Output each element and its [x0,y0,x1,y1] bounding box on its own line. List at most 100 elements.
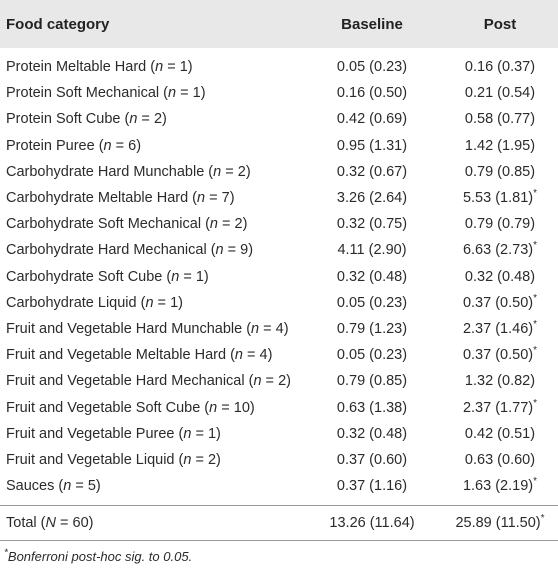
table-row: Fruit and Vegetable Soft Cube (n = 10) 0.… [0,394,558,420]
table-row: Fruit and Vegetable Meltable Hard (n = 4… [0,342,558,368]
post-cell: 1.63 (2.19)* [442,473,558,506]
table-row: Fruit and Vegetable Hard Mechanical (n =… [0,368,558,394]
food-category-name: Carbohydrate Meltable Hard [6,190,189,207]
food-category-cell: Carbohydrate Liquid (n = 1) [6,294,183,311]
post-value: 0.32 (0.48) [464,268,536,285]
n-value: 9 [240,242,249,259]
table-row: Carbohydrate Liquid (n = 1) 0.05 (0.23) 0.… [0,290,558,316]
n-symbol: n [215,242,224,259]
n-symbol: n [183,425,192,442]
n-value: 1 [179,59,188,76]
total-post-cell: 25.89 (11.50)* [442,505,558,541]
n-value: 5 [87,478,96,495]
total-row: Total (N = 60) 13.26 (11.64) 25.89 (11.5… [0,505,558,541]
food-category-name: Protein Puree [6,137,95,154]
n-value: 7 [221,190,230,207]
food-category-name: Fruit and Vegetable Liquid [6,451,175,468]
post-value: 0.58 (0.77) [464,111,536,128]
post-value: 0.16 (0.37) [464,59,536,76]
baseline-value: 0.05 (0.23) [336,59,408,76]
food-category-cell: Protein Meltable Hard (n = 1) [6,59,193,76]
food-category-name: Protein Soft Cube [6,111,121,128]
post-value: 2.37 (1.77) [462,399,534,416]
header-row: Food category Baseline Post [0,0,558,48]
post-value: 0.37 (0.50) [462,294,534,311]
post-value: 0.42 (0.51) [464,425,536,442]
post-cell: 0.32 (0.48) [442,264,558,290]
food-category-name: Carbohydrate Hard Munchable [6,163,205,180]
baseline-value: 0.95 (1.31) [336,137,408,154]
baseline-value: 0.37 (1.16) [336,478,408,495]
total-n-symbol: N [45,515,56,532]
food-category-cell: Carbohydrate Hard Mechanical (n = 9) [6,242,254,259]
baseline-value: 0.32 (0.75) [336,216,408,233]
post-cell: 0.58 (0.77) [442,106,558,132]
sig-mark: * [533,292,538,304]
post-cell: 0.37 (0.50)* [442,290,558,316]
n-symbol: n [251,320,260,337]
n-symbol: n [129,111,138,128]
n-value: 1 [207,425,217,442]
table-row: Protein Meltable Hard (n = 1) 0.05 (0.23)… [0,48,558,80]
baseline-value: 0.32 (0.67) [336,163,408,180]
total-label-cell: Total (N = 60) [0,505,302,541]
food-category-cell: Fruit and Vegetable Soft Cube (n = 10) [6,399,255,416]
food-category-cell: Fruit and Vegetable Meltable Hard (n = 4… [6,347,273,364]
food-category-name: Carbohydrate Liquid [6,294,137,311]
n-symbol: n [155,59,164,76]
sig-mark: * [533,319,538,331]
food-category-name: Carbohydrate Hard Mechanical [6,242,207,259]
n-symbol: n [103,137,112,154]
n-symbol: n [183,451,192,468]
table-row: Protein Soft Mechanical (n = 1) 0.16 (0.5… [0,80,558,106]
total-sig-mark: * [540,513,545,525]
footnote-row: *Bonferroni post-hoc sig. to 0.05. [0,540,558,572]
food-category-cell: Carbohydrate Hard Munchable (n = 2) [6,163,251,180]
post-cell: 0.21 (0.54) [442,80,558,106]
food-category-cell: Carbohydrate Meltable Hard (n = 7) [6,190,235,207]
post-cell: 1.42 (1.95) [442,133,558,159]
n-symbol: n [197,190,206,207]
table-body: Protein Meltable Hard (n = 1) 0.05 (0.23)… [0,48,558,572]
food-category-name: Fruit and Vegetable Puree [6,425,175,442]
post-cell: 2.37 (1.46)* [442,316,558,342]
post-value: 6.63 (2.73) [462,242,534,259]
baseline-value: 0.79 (1.23) [336,320,408,337]
table-row: Carbohydrate Soft Mechanical (n = 2) 0.32… [0,211,558,237]
n-symbol: n [168,85,177,102]
total-post: 25.89 (11.50) [455,515,541,532]
food-category-cell: Protein Soft Cube (n = 2) [6,111,167,128]
table-row: Carbohydrate Meltable Hard (n = 7) 3.26 (… [0,185,558,211]
header-food-category: Food category [0,0,302,48]
baseline-value: 0.16 (0.50) [336,85,408,102]
header-baseline: Baseline [302,0,442,48]
n-value: 2 [153,111,163,128]
food-category-name: Fruit and Vegetable Soft Cube [6,399,201,416]
sig-mark: * [533,476,538,488]
table-row: Fruit and Vegetable Puree (n = 1) 0.32 (0… [0,421,558,447]
n-symbol: n [213,163,222,180]
n-value: 4 [275,320,284,337]
post-value: 5.53 (1.81) [462,190,534,207]
table-row: Protein Puree (n = 6) 0.95 (1.31) 1.42 (1.… [0,133,558,159]
food-category-name: Sauces [6,478,55,495]
post-cell: 1.32 (0.82) [442,368,558,394]
baseline-value: 0.32 (0.48) [336,425,408,442]
n-value: 2 [234,216,243,233]
post-value: 0.79 (0.79) [464,216,536,233]
baseline-value: 0.42 (0.69) [336,111,408,128]
sig-mark: * [533,345,538,357]
food-category-cell: Carbohydrate Soft Cube (n = 1) [6,268,209,285]
n-value: 1 [170,294,179,311]
sig-mark: * [533,240,538,252]
n-symbol: n [234,347,243,364]
baseline-value: 0.79 (0.85) [336,373,408,390]
post-value: 1.63 (2.19) [462,478,534,495]
baseline-value: 0.37 (0.60) [336,451,408,468]
table-row: Protein Soft Cube (n = 2) 0.42 (0.69) 0.58… [0,106,558,132]
footnote-mark: * [4,547,8,559]
food-category-cell: Sauces (n = 5) [6,478,101,495]
n-value: 2 [237,163,246,180]
food-category-cell: Protein Puree (n = 6) [6,137,142,154]
